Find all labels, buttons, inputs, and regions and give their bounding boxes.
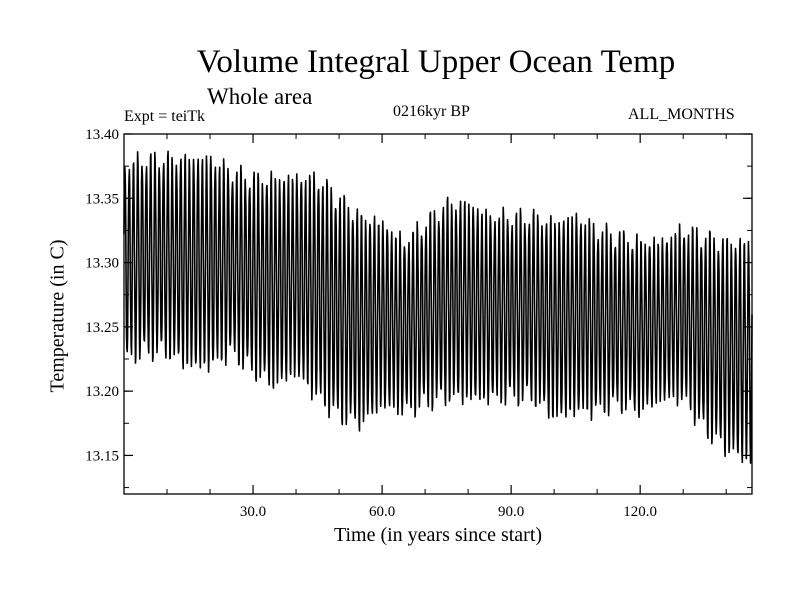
months-label: ALL_MONTHS — [628, 106, 735, 123]
y-axis-label: Temperature (in C) — [46, 239, 69, 393]
x-tick-label: 60.0 — [369, 504, 395, 520]
x-tick-label: 30.0 — [240, 504, 266, 520]
y-tick-label: 13.15 — [85, 448, 119, 464]
experiment-label: Expt = teiTk — [124, 108, 206, 125]
temperature-series-line — [123, 150, 753, 464]
y-tick-label: 13.25 — [85, 320, 119, 336]
chart-title: Volume Integral Upper Ocean Temp — [196, 44, 676, 80]
chart-subtitle: Whole area — [207, 84, 313, 109]
y-tick-label: 13.30 — [85, 256, 119, 272]
plot-frame — [123, 133, 753, 495]
y-tick-label: 13.20 — [85, 384, 119, 400]
x-tick-label: 90.0 — [498, 504, 524, 520]
x-axis-label: Time (in years since start) — [333, 524, 543, 546]
y-tick-label: 13.40 — [85, 127, 119, 143]
y-tick-label: 13.35 — [85, 191, 119, 207]
period-label: 0216kyr BP — [393, 103, 470, 120]
x-tick-label: 120.0 — [623, 504, 657, 520]
